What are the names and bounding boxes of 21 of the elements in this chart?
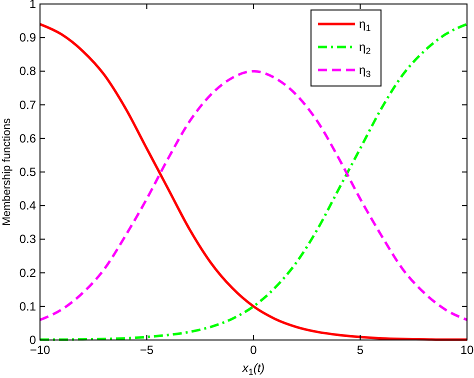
- y-tick-label: 1: [29, 0, 36, 11]
- y-tick-label: 0.9: [19, 30, 36, 45]
- line-series: [38, 22, 468, 341]
- y-axis-title: Membership functions: [1, 118, 13, 226]
- line-series: [38, 70, 468, 322]
- x-tick-label: 0: [250, 343, 258, 357]
- x-tick-label: −5: [140, 343, 154, 357]
- y-tick-label: 0.4: [19, 198, 36, 213]
- x-tick-label: 10: [460, 343, 474, 357]
- x-tick-label: 5: [356, 343, 364, 357]
- legend-label: η$_{3}$: [359, 63, 371, 79]
- y-tick-label: 0.6: [19, 131, 36, 146]
- y-tick-label: 0.1: [19, 299, 36, 314]
- y-tick-label: 0.2: [19, 266, 36, 280]
- x-axis-title: x$_{1}$(t): [241, 361, 265, 377]
- legend-label: η$_{2}$: [359, 40, 371, 56]
- y-tick-label: 0.3: [19, 232, 36, 246]
- legend-label: η$_{1}$: [359, 17, 371, 33]
- y-tick-label: 0.8: [19, 64, 36, 78]
- y-tick-label: 0.7: [19, 98, 36, 112]
- y-tick-label: 0.5: [19, 165, 36, 179]
